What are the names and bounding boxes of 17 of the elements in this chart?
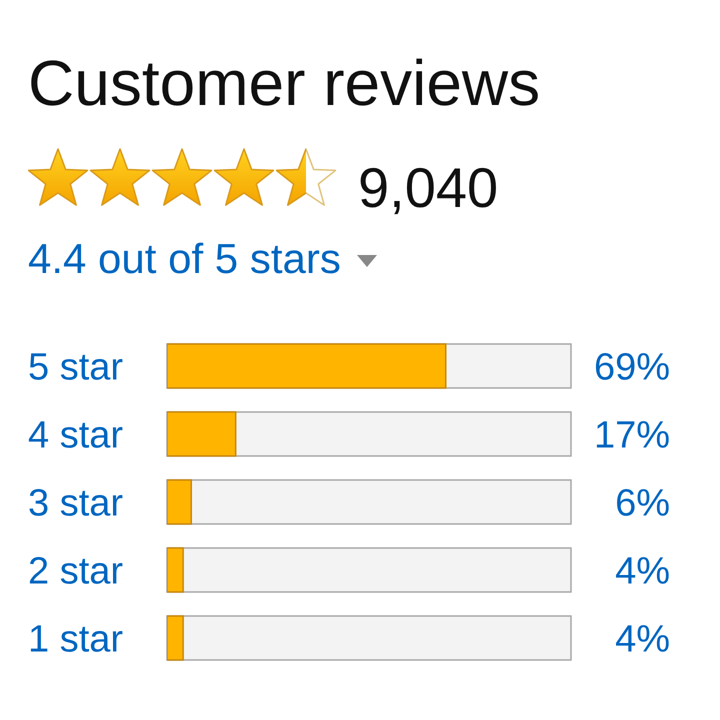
- chart-title: Customer reviews: [28, 47, 540, 119]
- y-tick-label: 2 star: [28, 550, 124, 593]
- data-label: 17%: [594, 414, 670, 457]
- bar: [167, 411, 236, 457]
- data-label: 4%: [615, 618, 670, 661]
- y-tick-label: 5 star: [28, 346, 124, 389]
- data-label: 4%: [615, 550, 670, 593]
- bar: [167, 615, 184, 661]
- bar: [167, 479, 192, 525]
- y-tick-label: 1 star: [28, 618, 124, 661]
- chart-subtitle: 4.4 out of 5 stars: [28, 235, 341, 282]
- bar: [167, 547, 184, 593]
- text: 9,040: [358, 156, 498, 219]
- y-tick-label: 3 star: [28, 482, 124, 525]
- y-tick-label: 4 star: [28, 414, 124, 457]
- data-label: 6%: [615, 482, 670, 525]
- data-label: 69%: [594, 346, 670, 389]
